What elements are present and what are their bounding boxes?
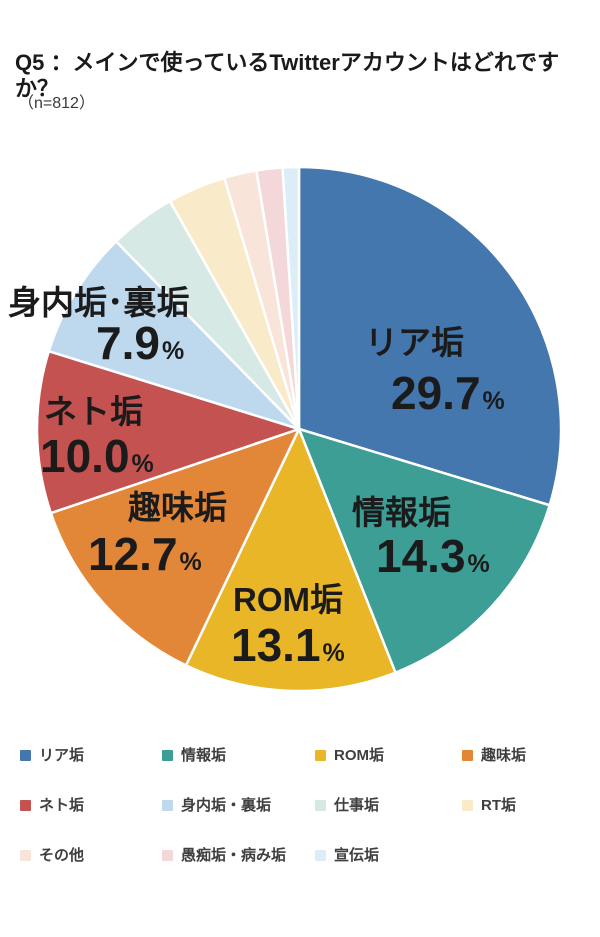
pie-slice-5 bbox=[47, 240, 301, 431]
legend-label: 宣伝垢 bbox=[334, 847, 380, 864]
legend-label: リア垢 bbox=[39, 747, 85, 764]
legend-item: リア垢 bbox=[20, 745, 162, 766]
legend-item: ネト垢 bbox=[20, 795, 162, 816]
legend-swatch bbox=[162, 800, 173, 811]
pie-slice-1 bbox=[297, 427, 551, 674]
legend-item: 愚痴垢・病み垢 bbox=[162, 845, 315, 866]
legend-label: 愚痴垢・病み垢 bbox=[181, 847, 287, 864]
legend-label: 仕事垢 bbox=[334, 797, 380, 814]
pie-slice-0 bbox=[297, 165, 563, 507]
legend-item: 趣味垢 bbox=[462, 745, 586, 766]
sample-size: （n=812） bbox=[18, 95, 95, 112]
legend-label: ROM垢 bbox=[334, 747, 384, 764]
legend-item: ROM垢 bbox=[315, 745, 462, 766]
pie-slice-10 bbox=[281, 165, 301, 431]
legend-swatch bbox=[462, 750, 473, 761]
page-title: Q5 ：メインで使っているTwitterアカウントはどれですか？ bbox=[15, 50, 560, 102]
legend-item: RT垢 bbox=[462, 795, 586, 816]
legend-label: 身内垢・裏垢 bbox=[181, 797, 272, 814]
legend-label: RT垢 bbox=[481, 797, 516, 814]
legend-swatch bbox=[162, 750, 173, 761]
legend-swatch bbox=[20, 800, 31, 811]
legend-item: 情報垢 bbox=[162, 745, 315, 766]
legend-swatch bbox=[20, 750, 31, 761]
legend-swatch bbox=[462, 800, 473, 811]
legend-swatch bbox=[20, 850, 31, 861]
legend-label: ネト垢 bbox=[39, 797, 85, 814]
legend-item: 仕事垢 bbox=[315, 795, 462, 816]
legend-swatch bbox=[315, 850, 326, 861]
legend-swatch bbox=[162, 850, 173, 861]
legend-label: その他 bbox=[39, 847, 85, 864]
legend-item: その他 bbox=[20, 845, 162, 866]
legend-swatch bbox=[315, 750, 326, 761]
legend-swatch bbox=[315, 800, 326, 811]
pie-slice-4 bbox=[35, 349, 301, 515]
legend-item: 身内垢・裏垢 bbox=[162, 795, 315, 816]
legend-label: 趣味垢 bbox=[481, 747, 527, 764]
pie-slice-2 bbox=[184, 427, 397, 693]
legend-item: 宣伝垢 bbox=[315, 845, 462, 866]
pie-slice-3 bbox=[49, 427, 301, 667]
legend: リア垢 情報垢 ROM垢 趣味垢ネト垢 身内垢・裏垢 仕事垢 RT垢その他 愚痴垢・病み垢 宣伝… bbox=[20, 745, 586, 866]
legend-label: 情報垢 bbox=[181, 747, 227, 764]
